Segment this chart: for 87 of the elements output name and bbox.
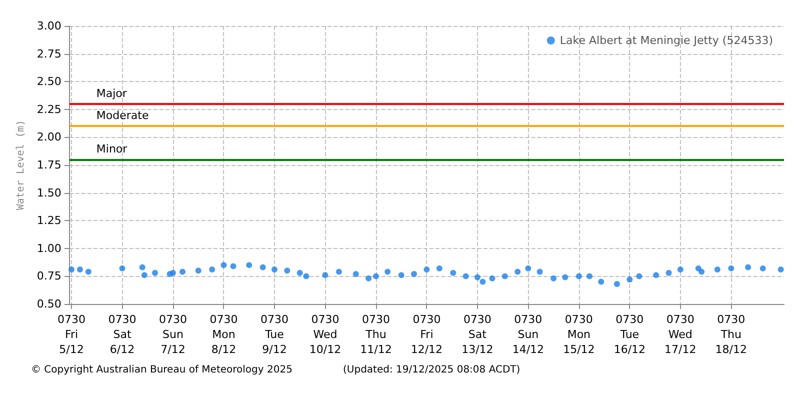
text: © Copyright Australian Bureau of Meteorology 2025	[31, 364, 292, 376]
point	[677, 266, 684, 273]
x-tick-label: 0730 Thu 18/12	[715, 313, 747, 356]
point	[322, 272, 328, 278]
point	[220, 262, 227, 268]
point	[525, 265, 532, 272]
y-tick-label: 2.75	[36, 47, 62, 60]
y-tick-label: 2.50	[36, 75, 62, 88]
x-tick-label: 0730 Sat 13/12	[462, 313, 494, 356]
point	[372, 273, 379, 280]
x-tick-label: 0730 Sun 14/12	[512, 313, 544, 356]
point	[550, 275, 557, 282]
point	[139, 264, 146, 270]
y-tick-label: 3.00	[36, 20, 62, 32]
point	[260, 264, 266, 270]
point	[480, 278, 486, 285]
point	[450, 270, 456, 276]
point	[502, 273, 508, 280]
point	[586, 273, 592, 280]
x-tick-label: 0730 Fri 12/12	[410, 313, 443, 356]
x-tick-label: 0730 Fri 5/12	[58, 313, 86, 356]
point	[626, 276, 633, 283]
point	[760, 265, 766, 272]
x-tick-label: 0730 Mon 8/12	[210, 313, 238, 356]
point	[462, 273, 469, 280]
point	[352, 270, 359, 277]
ref-line-label: Major	[96, 86, 128, 100]
point	[436, 265, 442, 272]
point	[411, 270, 418, 277]
x-tick-label: 0730 Thu 11/12	[360, 313, 392, 356]
point	[636, 273, 642, 280]
point	[209, 266, 216, 273]
y-tick-label: 0.75	[36, 270, 62, 283]
y-tick-label: 2.25	[36, 102, 62, 116]
y-tick-label: 2.00	[36, 130, 62, 144]
point	[284, 268, 290, 274]
y-tick-label: 1.25	[36, 214, 62, 228]
point	[614, 280, 620, 287]
x-tick-label: 0730 Tue 16/12	[614, 313, 646, 356]
point	[489, 275, 496, 282]
y-tick-label: 1.00	[36, 242, 62, 255]
point	[398, 272, 404, 278]
point	[698, 268, 705, 275]
point	[119, 265, 126, 272]
legend-label: Lake Albert at Meningie Jetty (524533)	[560, 34, 774, 47]
point	[576, 273, 582, 280]
y-axis-title: Water Level (m)	[16, 120, 26, 210]
y-tick-label: 0.50	[36, 298, 62, 310]
point	[778, 266, 784, 273]
point	[170, 270, 176, 276]
y-tick-label: 1.50	[36, 186, 62, 200]
point	[303, 273, 310, 280]
point	[195, 268, 202, 274]
point	[424, 266, 430, 273]
x-tick-label: 0730 Wed 10/12	[309, 313, 342, 356]
point	[514, 268, 521, 275]
point	[246, 262, 252, 268]
point	[666, 270, 672, 276]
ref-line-label: Minor	[96, 142, 128, 156]
x-tick-label: 0730 Mon 15/12	[563, 313, 595, 356]
text: (Updated: 19/12/2025 08:08 ACDT)	[343, 364, 520, 376]
point	[653, 272, 660, 278]
point	[384, 268, 391, 275]
point	[366, 275, 372, 282]
point	[85, 268, 92, 275]
ref-line-label: Moderate	[96, 109, 149, 122]
x-tick-label: 0730 Wed 17/12	[664, 313, 696, 356]
x-tick-label: 0730 Tue 9/12	[260, 313, 288, 356]
point	[76, 266, 83, 273]
point	[336, 268, 342, 275]
point	[152, 270, 158, 276]
point	[714, 266, 720, 273]
point	[745, 264, 752, 270]
point	[562, 274, 568, 280]
x-tick-label: 0730 Sat 6/12	[108, 313, 136, 356]
point	[296, 270, 303, 276]
point	[230, 263, 236, 270]
point	[536, 268, 543, 275]
point	[180, 268, 186, 275]
point	[141, 272, 148, 278]
point	[728, 265, 734, 272]
x-tick-label: 0730 Sun 7/12	[158, 313, 187, 356]
point	[598, 278, 604, 285]
y-tick-label: 1.75	[36, 158, 62, 172]
point	[271, 266, 278, 273]
point	[474, 274, 480, 280]
point	[68, 266, 75, 273]
